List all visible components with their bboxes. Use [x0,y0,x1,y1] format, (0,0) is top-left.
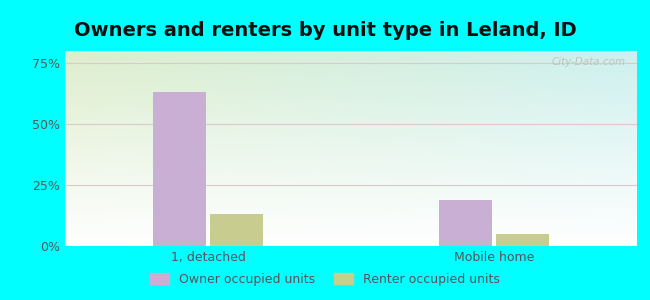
Bar [210,214,263,246]
Bar [496,234,549,246]
Bar [153,92,206,246]
Text: City-Data.com: City-Data.com [551,57,625,67]
Legend: Owner occupied units, Renter occupied units: Owner occupied units, Renter occupied un… [146,268,504,291]
Text: Owners and renters by unit type in Leland, ID: Owners and renters by unit type in Lelan… [73,21,577,40]
Bar [439,200,492,246]
